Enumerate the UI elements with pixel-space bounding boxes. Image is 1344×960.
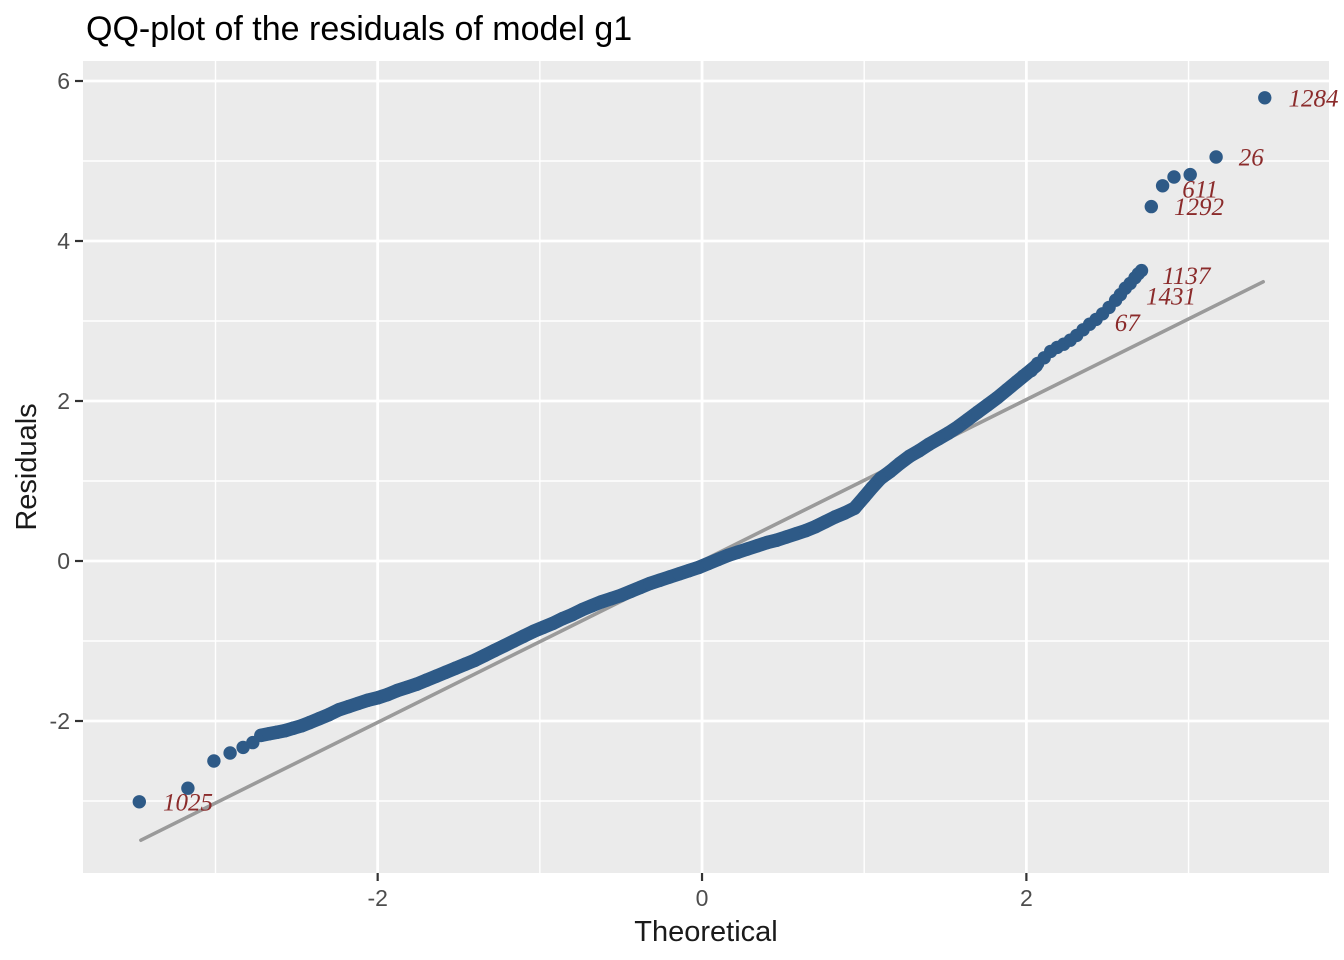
qq-points-band-layer [254,359,1043,743]
x-tick-label: -2 [367,885,387,911]
qq-point [1144,199,1159,214]
qq-point [865,480,879,495]
x-axis-title: Theoretical [634,916,777,948]
qq-point [857,490,871,504]
qq-point [883,464,897,479]
outlier-label: 26 [1239,145,1265,172]
qq-point [932,431,946,446]
axis-ticks-layer: -2 0 2 -2 0 2 4 6 [50,68,1033,911]
y-tick-label: 0 [57,548,70,574]
qq-point [1000,383,1014,397]
outlier-label: 67 [1115,310,1142,337]
qq-point [961,412,975,427]
qq-point [1183,167,1197,182]
qq-point [207,754,221,768]
qq-point [912,443,926,458]
x-tick-label: 0 [696,885,709,911]
qq-point [990,391,1004,405]
qq-point [1209,150,1223,164]
qq-point [1167,170,1181,184]
outlier-label: 1292 [1174,194,1224,221]
qq-point [902,449,917,463]
y-tick-label: -2 [50,708,70,734]
outlier-label: 1284 [1289,85,1339,112]
y-axis-title: Residuals [11,403,43,530]
qq-point [132,795,146,809]
qq-point [1134,263,1149,278]
qq-point [1155,179,1170,193]
y-tick-label: 6 [57,68,70,94]
qq-point [922,437,936,451]
plot-title: QQ-plot of the residuals of model g1 [86,10,632,48]
qq-point [951,419,965,434]
outlier-label: 1137 [1162,263,1212,290]
qq-point [847,501,862,515]
qq-point [893,456,907,471]
y-tick-label: 4 [57,228,70,254]
x-tick-label: 2 [1020,885,1033,911]
y-tick-label: 2 [57,388,70,414]
qq-point [223,746,237,760]
outlier-label: 1431 [1146,284,1196,311]
gridlines-minor [83,61,1329,873]
qq-point [246,735,260,750]
qq-point [873,471,888,486]
qq-point [181,781,195,795]
outlier-label: 611 [1182,176,1218,203]
qq-points-layer [132,91,1272,809]
qq-point [971,405,985,419]
qq-point [941,426,956,440]
plot-panel-background [83,61,1329,873]
outlier-label: 1025 [163,789,213,816]
qq-point [980,398,995,412]
qq-point [1258,91,1272,105]
